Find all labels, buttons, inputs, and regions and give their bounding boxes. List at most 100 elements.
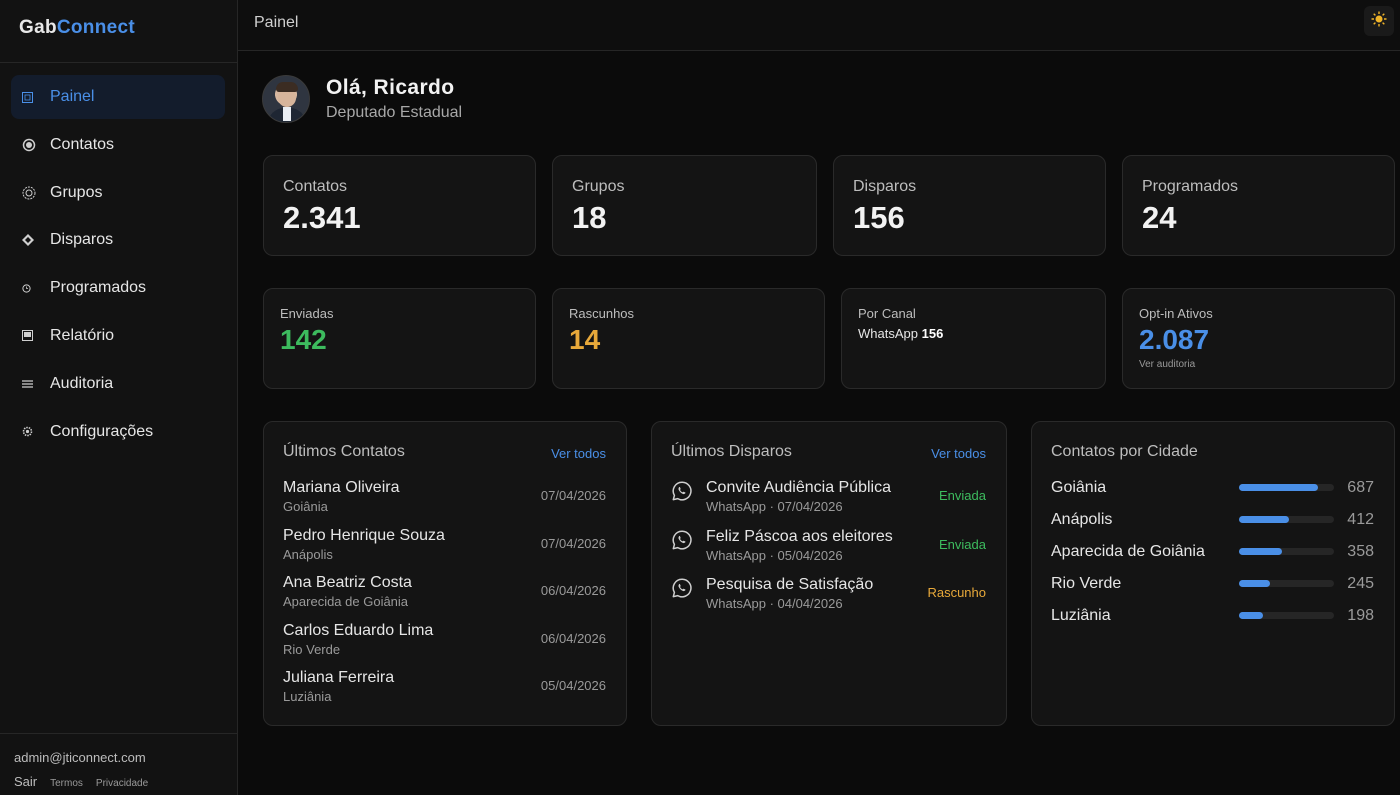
sidebar-item-relatorio[interactable]: Relatório xyxy=(11,314,225,358)
sidebar-item-label: Programados xyxy=(50,279,147,297)
dispatch-row[interactable]: Pesquisa de Satisfação WhatsApp · 04/04/… xyxy=(671,576,986,618)
sidebar-nav: Painel Contatos Grupos Disparos Programa… xyxy=(11,75,225,457)
terms-link[interactable]: Termos xyxy=(50,778,83,789)
stat-label: Grupos xyxy=(572,178,625,195)
contact-city: Goiânia xyxy=(283,499,328,514)
contact-date: 07/04/2026 xyxy=(540,535,606,551)
contacts-icon xyxy=(22,138,44,152)
contact-row[interactable]: Pedro Henrique Souza Anápolis 07/04/2026 xyxy=(283,527,606,567)
contact-name: Ana Beatriz Costa xyxy=(283,574,412,592)
stat-card-contatos[interactable]: Contatos 2.341 xyxy=(263,155,536,256)
dispatch-meta: WhatsApp · 07/04/2026 xyxy=(706,499,843,514)
dispatch-name: Convite Audiência Pública xyxy=(706,479,892,496)
view-all-dispatches-link[interactable]: Ver todos xyxy=(931,446,986,461)
stat-label: Enviadas xyxy=(280,306,334,321)
sidebar-item-label: Disparos xyxy=(50,231,114,249)
stat-label: Disparos xyxy=(853,178,917,195)
top-bar: Painel xyxy=(238,0,1400,51)
sidebar-item-label: Painel xyxy=(50,88,95,105)
send-icon xyxy=(22,234,44,247)
city-count: 687 xyxy=(1347,479,1374,496)
panel-title: Contatos por Cidade xyxy=(1051,443,1198,460)
channel-breakdown: WhatsApp 156 xyxy=(858,326,943,341)
sidebar: GabConnect Painel Contatos Grupos Dispar… xyxy=(0,0,238,795)
sun-icon xyxy=(1371,11,1387,32)
city-progress-fill xyxy=(1239,548,1282,555)
city-row[interactable]: Rio Verde 245 xyxy=(1051,575,1374,597)
status-badge: Rascunho xyxy=(927,585,986,600)
city-row[interactable]: Aparecida de Goiânia 358 xyxy=(1051,543,1374,565)
brand-part1: Gab xyxy=(19,17,57,38)
city-row[interactable]: Anápolis 412 xyxy=(1051,511,1374,533)
contact-city: Rio Verde xyxy=(283,641,341,657)
panel-title: Últimos Contatos xyxy=(283,443,405,460)
logout-link[interactable]: Sair xyxy=(14,774,38,789)
city-name: Aparecida de Goiânia xyxy=(1051,543,1205,560)
stat-card-disparos[interactable]: Disparos 156 xyxy=(833,155,1106,256)
stat-card-programados[interactable]: Programados 24 xyxy=(1122,155,1395,256)
stat-value: 14 xyxy=(569,324,601,355)
view-audit-link[interactable]: Ver auditoria xyxy=(1139,359,1196,370)
sidebar-item-auditoria[interactable]: Auditoria xyxy=(11,362,225,406)
stat-card-rascunhos[interactable]: Rascunhos 14 xyxy=(552,288,825,389)
contact-name: Pedro Henrique Souza xyxy=(283,526,445,544)
sidebar-item-painel[interactable]: Painel xyxy=(11,75,225,119)
city-name: Anápolis xyxy=(1051,511,1113,528)
contact-row[interactable]: Ana Beatriz Costa Aparecida de Goiânia 0… xyxy=(283,574,606,614)
sidebar-item-disparos[interactable]: Disparos xyxy=(11,218,225,262)
greeting-role: Deputado Estadual xyxy=(326,104,463,121)
whatsapp-icon xyxy=(671,480,693,502)
city-name: Rio Verde xyxy=(1051,575,1122,592)
sidebar-item-label: Contatos xyxy=(50,135,115,153)
stat-label: Por Canal xyxy=(858,306,916,321)
city-progress-bar xyxy=(1239,484,1334,491)
latest-contacts-panel: Últimos Contatos Ver todos Mariana Olive… xyxy=(263,421,627,726)
latest-dispatches-panel: Últimos Disparos Ver todos Convite Audiê… xyxy=(651,421,1007,726)
privacy-link[interactable]: Privacidade xyxy=(95,778,149,789)
stat-card-optin[interactable]: Opt-in Ativos 2.087 Ver auditoria xyxy=(1122,288,1395,389)
dispatch-name: Pesquisa de Satisfação xyxy=(706,576,874,593)
status-badge: Enviada xyxy=(939,536,986,552)
contact-name: Carlos Eduardo Lima xyxy=(283,621,434,639)
contact-row[interactable]: Mariana Oliveira Goiânia 07/04/2026 xyxy=(283,479,606,519)
stat-value: 142 xyxy=(280,324,327,355)
stat-card-enviadas[interactable]: Enviadas 142 xyxy=(263,288,536,389)
view-all-contacts-link[interactable]: Ver todos xyxy=(551,446,606,461)
stat-value: 2.341 xyxy=(283,200,361,235)
brand-logo[interactable]: GabConnect xyxy=(19,17,135,39)
contacts-by-city-panel: Contatos por Cidade Goiânia 687 Anápolis … xyxy=(1031,421,1395,726)
city-count: 412 xyxy=(1347,511,1374,528)
sidebar-item-configuracoes[interactable]: Configurações xyxy=(11,410,225,454)
city-name: Goiânia xyxy=(1051,479,1107,496)
avatar[interactable] xyxy=(262,75,310,123)
gear-icon xyxy=(22,426,44,437)
sidebar-item-contatos[interactable]: Contatos xyxy=(11,123,225,167)
page-title: Painel xyxy=(254,14,299,31)
grid-icon xyxy=(22,91,44,103)
status-badge: Enviada xyxy=(939,488,986,503)
stat-card-grupos[interactable]: Grupos 18 xyxy=(552,155,817,256)
sidebar-item-label: Grupos xyxy=(50,183,103,201)
stat-value: 156 xyxy=(853,200,905,235)
greeting: Olá, Ricardo Deputado Estadual xyxy=(262,75,462,123)
dispatch-row[interactable]: Feliz Páscoa aos eleitores WhatsApp · 05… xyxy=(671,528,986,570)
contact-city: Luziânia xyxy=(283,689,332,705)
contact-row[interactable]: Juliana Ferreira Luziânia 05/04/2026 xyxy=(283,669,606,709)
stat-label: Opt-in Ativos xyxy=(1139,306,1213,321)
contact-row[interactable]: Carlos Eduardo Lima Rio Verde 06/04/2026 xyxy=(283,622,606,662)
panel-title: Últimos Disparos xyxy=(671,443,792,460)
sidebar-item-programados[interactable]: Programados xyxy=(11,266,225,310)
stat-value: 24 xyxy=(1142,200,1177,235)
stat-card-por-canal[interactable]: Por Canal WhatsApp 156 xyxy=(841,288,1106,389)
sidebar-item-grupos[interactable]: Grupos xyxy=(11,171,225,215)
city-row[interactable]: Goiânia 687 xyxy=(1051,479,1374,501)
user-email: admin@jticonnect.com xyxy=(14,750,146,765)
whatsapp-icon xyxy=(671,577,693,599)
city-progress-bar xyxy=(1239,612,1334,619)
city-row[interactable]: Luziânia 198 xyxy=(1051,607,1374,629)
theme-toggle-button[interactable] xyxy=(1364,6,1394,36)
stat-value: 18 xyxy=(572,200,607,235)
groups-icon xyxy=(22,186,44,200)
dispatch-row[interactable]: Convite Audiência Pública WhatsApp · 07/… xyxy=(671,479,986,521)
dispatch-name: Feliz Páscoa aos eleitores xyxy=(706,527,893,545)
